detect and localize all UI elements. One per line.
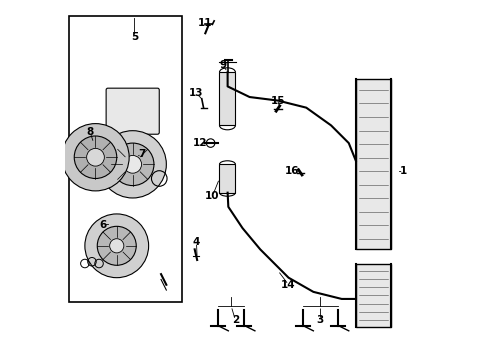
Text: 10: 10: [205, 191, 219, 201]
Circle shape: [62, 124, 129, 191]
Text: 15: 15: [270, 96, 285, 106]
Text: 11: 11: [197, 17, 212, 27]
Bar: [219, 164, 235, 193]
Text: 13: 13: [189, 89, 203, 99]
Text: 4: 4: [192, 237, 200, 247]
Text: 9: 9: [219, 60, 226, 70]
Circle shape: [109, 239, 123, 253]
Circle shape: [74, 136, 117, 178]
Text: 12: 12: [192, 138, 207, 148]
Circle shape: [87, 149, 104, 166]
Circle shape: [99, 131, 166, 198]
Bar: [355, 263, 391, 327]
Circle shape: [85, 214, 148, 278]
Text: 3: 3: [316, 315, 323, 325]
Bar: [219, 72, 235, 125]
Bar: [355, 79, 391, 249]
FancyBboxPatch shape: [106, 88, 159, 134]
Circle shape: [111, 143, 153, 186]
Text: 8: 8: [86, 127, 93, 137]
Text: 6: 6: [99, 220, 106, 230]
Text: 16: 16: [284, 166, 299, 176]
Circle shape: [97, 226, 136, 265]
Text: 14: 14: [281, 280, 295, 290]
Text: 7: 7: [137, 149, 145, 159]
Text: 1: 1: [399, 166, 407, 176]
Text: 2: 2: [231, 315, 239, 325]
Circle shape: [123, 156, 141, 173]
Text: 5: 5: [131, 32, 138, 42]
Bar: [69, 16, 182, 302]
